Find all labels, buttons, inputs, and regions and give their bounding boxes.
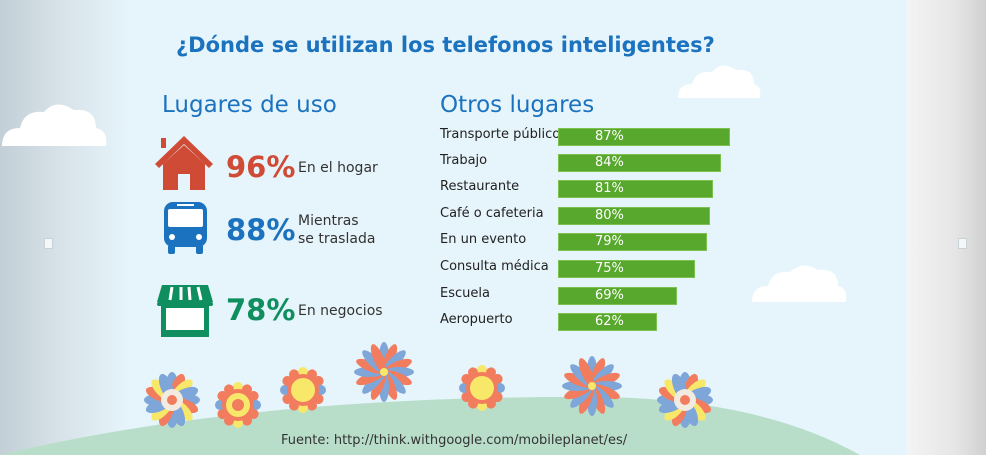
- bar: [558, 128, 731, 146]
- flower-icon: [562, 356, 622, 416]
- flower-icon: [215, 382, 261, 428]
- stat-label-line2: se traslada: [298, 231, 376, 247]
- bar-label: Transporte público: [440, 127, 561, 142]
- source-text: Fuente: http://think.withgoogle.com/mobi…: [281, 433, 628, 448]
- bus-icon: [164, 202, 207, 254]
- house-icon: [155, 136, 213, 190]
- bar: [558, 313, 658, 331]
- bar-value-label: 81%: [595, 181, 624, 196]
- bar: [558, 260, 695, 278]
- prev-slide-marker[interactable]: [44, 238, 53, 249]
- stat-value-traslado: 88%: [226, 213, 296, 247]
- bar: [558, 154, 722, 172]
- bar-label: Consulta médica: [440, 259, 549, 274]
- bar-value-label: 87%: [595, 129, 624, 144]
- bar-value-label: 79%: [595, 234, 624, 249]
- next-slide-marker[interactable]: [958, 238, 967, 249]
- bar-label: Trabajo: [440, 153, 488, 168]
- green-hill: [0, 396, 860, 455]
- bar-label: Restaurante: [440, 179, 520, 194]
- cloud-icon: [752, 265, 847, 302]
- flower-icon: [459, 365, 505, 411]
- bar-label: Café o cafeteria: [440, 206, 544, 221]
- stat-label-line1: Mientras: [298, 213, 359, 229]
- bar-label: Aeropuerto: [440, 312, 513, 327]
- stat-value-hogar: 96%: [226, 150, 296, 184]
- flower-icon: [280, 367, 326, 413]
- bar-value-label: 80%: [595, 208, 624, 223]
- flower-icon: [354, 342, 414, 402]
- left-shade: [0, 0, 130, 455]
- cloud-icon: [678, 65, 761, 98]
- bar-value-label: 75%: [595, 261, 624, 276]
- bar: [558, 207, 710, 225]
- right-side-panel: [907, 0, 986, 455]
- bar-value-label: 84%: [595, 155, 624, 170]
- stat-value-negocios: 78%: [226, 293, 296, 327]
- store-icon: [157, 285, 213, 337]
- section-heading-otros: Otros lugares: [440, 92, 595, 118]
- bar: [558, 180, 713, 198]
- bar-value-label: 62%: [595, 314, 624, 329]
- stat-label-negocios: En negocios: [298, 303, 383, 319]
- section-heading-lugares: Lugares de uso: [162, 92, 337, 118]
- stat-label-traslado: Mientras se traslada: [298, 212, 375, 248]
- bar: [558, 233, 707, 251]
- bar: [558, 287, 678, 305]
- stat-label-hogar: En el hogar: [298, 160, 378, 176]
- bar-label: Escuela: [440, 286, 490, 301]
- bar-value-label: 69%: [595, 288, 624, 303]
- flower-icon: [144, 372, 200, 428]
- page-title: ¿Dónde se utilizan los telefonos intelig…: [176, 33, 715, 57]
- bar-label: En un evento: [440, 232, 527, 247]
- cloud-icon: [2, 104, 107, 146]
- flower-icon: [657, 372, 713, 428]
